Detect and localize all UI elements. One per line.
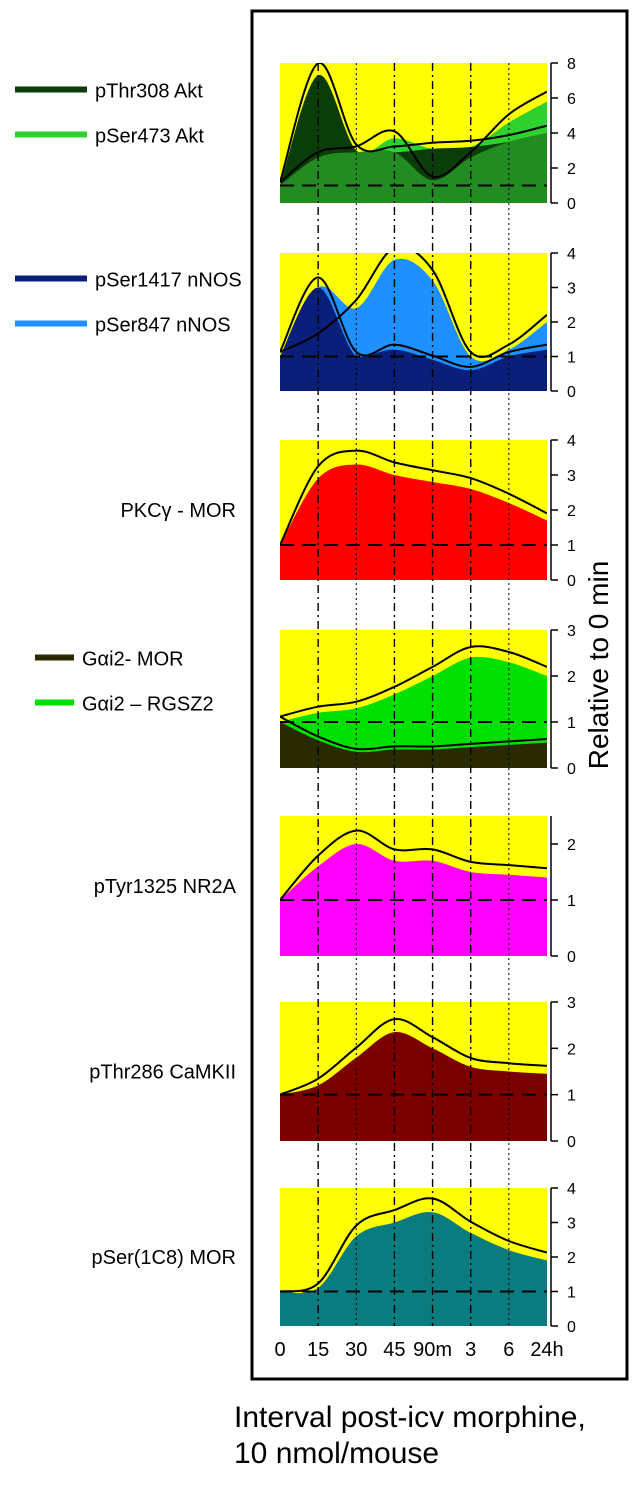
panel-plot-area — [280, 253, 547, 391]
y-tick-label: 0 — [567, 1134, 576, 1151]
legend-label: pTyr1325 NR2A — [94, 876, 237, 898]
series-area — [280, 464, 547, 580]
legend-swatch — [15, 86, 87, 93]
x-tick-label: 0 — [274, 1339, 285, 1361]
x-tick-label: 6 — [503, 1339, 514, 1361]
y-tick-label: 3 — [567, 468, 576, 485]
x-axis-title: Interval post-icv morphine, 10 nmol/mous… — [234, 1400, 639, 1472]
legend-swatch — [15, 131, 87, 138]
y-tick-label: 6 — [567, 91, 576, 108]
series-area-overlap — [280, 339, 547, 391]
series-upper-line — [280, 1018, 547, 1096]
legend-swatch — [15, 320, 87, 327]
y-axis-title: Relative to 0 min — [583, 561, 614, 770]
chart-frame — [250, 9, 629, 1381]
series-line-1 — [280, 276, 547, 368]
y-tick-label: 2 — [567, 669, 576, 686]
y-tick-label: 1 — [567, 538, 576, 555]
legend-area: pThr308 Akt pSer473 Akt pSer1417 nNOS pSer8… — [15, 81, 242, 1269]
legend-swatch — [35, 654, 74, 661]
series-line-2 — [280, 253, 547, 358]
series-line-1 — [280, 715, 547, 751]
x-axis-ticks: 0 15 30 45 90m 3 6 24h — [274, 1339, 563, 1361]
x-axis-title-line1: Interval post-icv morphine, — [234, 1401, 586, 1434]
y-tick-label: 2 — [567, 837, 576, 854]
series-area — [280, 1031, 547, 1141]
y-tick-label: 4 — [567, 1181, 576, 1198]
y-tick-label: 4 — [567, 126, 576, 143]
y-tick-label: 0 — [567, 1319, 576, 1336]
x-axis-title-line2: 10 nmol/mouse — [234, 1437, 440, 1470]
y-tick-label: 2 — [567, 161, 576, 178]
panel-plot-area — [280, 645, 547, 768]
y-tick-label: 0 — [567, 573, 576, 590]
series-upper-line — [280, 829, 547, 901]
y-tick-label: 0 — [567, 949, 576, 966]
panel-2: 0 1 2 3 4 — [280, 246, 576, 401]
panel-plot-area — [280, 829, 547, 956]
x-tick-label: 15 — [307, 1339, 329, 1361]
series-area — [280, 1211, 547, 1326]
y-tick-label: 2 — [567, 315, 576, 332]
series-area-envelope — [280, 656, 547, 768]
x-tick-label: 45 — [383, 1339, 405, 1361]
x-tick-label: 30 — [345, 1339, 367, 1361]
legend-label: Gαi2- MOR — [82, 649, 184, 671]
panel-plot-area — [280, 1197, 547, 1326]
y-tick-label: 3 — [567, 623, 576, 640]
x-tick-label: 90m — [413, 1339, 452, 1361]
chart-panels: 0 2 4 6 8 0 1 2 3 4 0 1 2 3 4 0 1 2 3 0 1 2 0 1 2 3 0 1 2 3 4 — [280, 56, 576, 1336]
y-tick-label: 0 — [567, 384, 576, 401]
legend-label: pSer1417 nNOS — [95, 270, 242, 292]
y-tick-label: 0 — [567, 761, 576, 778]
y-tick-label: 1 — [567, 350, 576, 367]
y-tick-label: 4 — [567, 433, 576, 450]
y-tick-label: 4 — [567, 246, 576, 263]
y-tick-label: 2 — [567, 1041, 576, 1058]
x-tick-label: 3 — [465, 1339, 476, 1361]
y-tick-label: 0 — [567, 196, 576, 213]
series-line-2 — [280, 90, 547, 184]
panel-4: 0 1 2 3 — [280, 623, 576, 778]
x-tick-label: 24h — [530, 1339, 563, 1361]
y-tick-label: 3 — [567, 281, 576, 298]
y-tick-label: 1 — [567, 715, 576, 732]
series-upper-line — [280, 1197, 547, 1293]
y-tick-label: 2 — [567, 503, 576, 520]
legend-swatch — [35, 699, 74, 706]
y-tick-label: 1 — [567, 893, 576, 910]
panel-3: 0 1 2 3 4 — [280, 433, 576, 590]
y-tick-label: 1 — [567, 1285, 576, 1302]
legend-label: pSer473 Akt — [95, 126, 204, 148]
panel-7: 0 1 2 3 4 — [280, 1181, 576, 1336]
panel-plot-area — [280, 63, 547, 203]
legend-label: PKCγ - MOR — [120, 500, 236, 522]
series-line-2 — [280, 645, 547, 718]
legend-label: pThr308 Akt — [95, 81, 203, 103]
panel-1: 0 2 4 6 8 — [280, 56, 576, 213]
time-guide-lines — [317, 63, 510, 1326]
panel-plot-area — [280, 1018, 547, 1141]
legend-label: pSer(1C8) MOR — [92, 1247, 236, 1269]
legend-swatch — [15, 275, 87, 282]
panel-5: 0 1 2 — [280, 816, 576, 966]
legend-label: Gαi2 – RGSZ2 — [82, 694, 214, 716]
series-area-overlap — [280, 722, 547, 768]
y-tick-label: 3 — [567, 1216, 576, 1233]
y-tick-label: 3 — [567, 995, 576, 1012]
legend-label: pThr286 CaMKII — [89, 1062, 236, 1084]
y-tick-label: 1 — [567, 1088, 576, 1105]
panel-6: 0 1 2 3 — [280, 995, 576, 1151]
legend-label: pSer847 nNOS — [95, 315, 231, 337]
y-tick-label: 8 — [567, 56, 576, 73]
y-tick-label: 2 — [567, 1250, 576, 1267]
